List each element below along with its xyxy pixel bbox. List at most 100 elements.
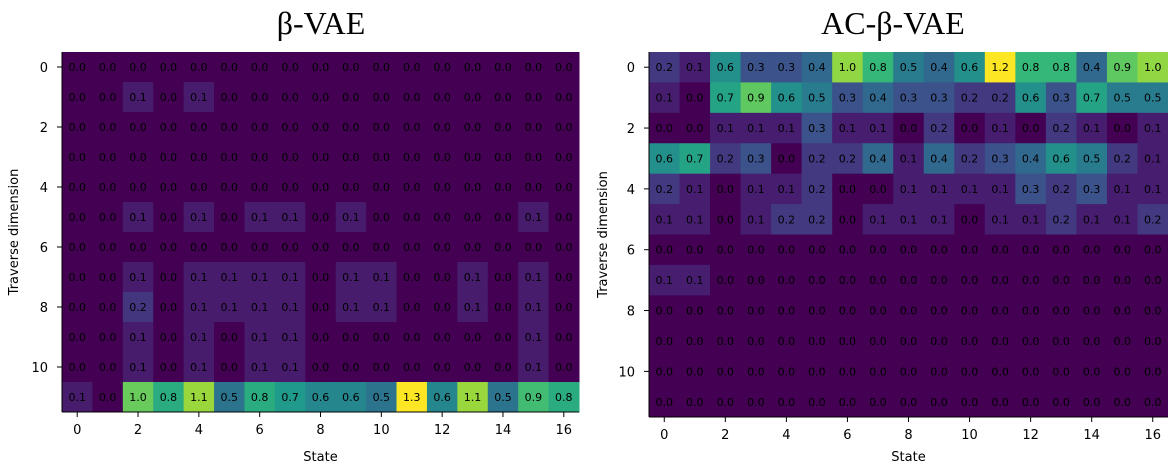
- heatmap-cell: [771, 234, 803, 266]
- cell-value-label: 0.0: [686, 335, 704, 348]
- cell-value-label: 0.6: [961, 61, 979, 74]
- cell-value-label: 0.1: [717, 122, 735, 135]
- cell-value-label: 0.0: [251, 61, 269, 74]
- heatmap-cell: [710, 234, 742, 266]
- heatmap-cell: [801, 204, 833, 235]
- heatmap-cell: [396, 292, 428, 323]
- heatmap-cell: [862, 325, 894, 357]
- cell-value-label: 0.3: [778, 61, 796, 74]
- y-tick-label: 10: [618, 365, 635, 380]
- heatmap-cell: [274, 352, 306, 383]
- heatmap-cell: [1106, 82, 1138, 114]
- heatmap-cell: [244, 112, 276, 143]
- cell-value-label: 0.0: [686, 92, 704, 105]
- cell-value-label: 0.0: [403, 151, 421, 164]
- cell-value-label: 0.0: [930, 244, 948, 257]
- heatmap-cell: [1137, 234, 1168, 266]
- heatmap-cell: [1076, 143, 1108, 175]
- heatmap-cell: [62, 112, 93, 143]
- cell-value-label: 0.0: [433, 301, 451, 314]
- heatmap-cell: [1076, 295, 1108, 327]
- heatmap-cell: [832, 204, 864, 235]
- heatmap-cell: [771, 386, 803, 418]
- heatmap-cell: [396, 322, 428, 353]
- heatmap-cell: [1045, 143, 1077, 175]
- heatmap-cell: [244, 232, 276, 263]
- cell-value-label: 0.0: [555, 151, 573, 164]
- cell-value-label: 0.0: [555, 361, 573, 374]
- cell-value-label: 0.1: [281, 271, 299, 284]
- cell-value-label: 0.2: [808, 152, 826, 165]
- heatmap-cell: [1045, 295, 1077, 327]
- heatmap-cell: [710, 112, 742, 144]
- cell-value-label: 0.0: [403, 361, 421, 374]
- heatmap-cell: [396, 172, 428, 203]
- heatmap-cell: [862, 143, 894, 175]
- heatmap-cell: [366, 262, 398, 293]
- heatmap-cell: [183, 232, 215, 263]
- cell-value-label: 0.0: [1083, 274, 1101, 287]
- heatmap-cell: [1137, 325, 1168, 357]
- heatmap-cell: [649, 386, 681, 418]
- cell-value-label: 0.5: [900, 61, 918, 74]
- cell-value-label: 0.0: [555, 271, 573, 284]
- cell-value-label: 0.0: [930, 335, 948, 348]
- cell-value-label: 0.2: [1052, 213, 1070, 226]
- heatmap-cell: [984, 173, 1016, 205]
- cell-value-label: 0.7: [281, 391, 299, 404]
- heatmap-cell: [122, 232, 154, 263]
- cell-value-label: 0.0: [747, 396, 765, 409]
- cell-value-label: 0.0: [525, 151, 543, 164]
- cell-value-label: 0.0: [1113, 396, 1131, 409]
- heatmap-cell: [710, 173, 742, 205]
- heatmap-cell: [518, 352, 550, 383]
- cell-value-label: 0.0: [312, 361, 330, 374]
- cell-value-label: 0.1: [190, 211, 208, 224]
- heatmap-cell: [335, 262, 367, 293]
- cell-value-label: 0.1: [251, 301, 269, 314]
- heatmap-cell: [984, 112, 1016, 144]
- heatmap-cell: [122, 172, 154, 203]
- heatmap-cell: [862, 204, 894, 235]
- heatmap-cell: [335, 292, 367, 323]
- x-tick-label: 12: [1022, 428, 1039, 443]
- heatmap-cell: [710, 264, 742, 296]
- cell-value-label: 0.0: [961, 396, 979, 409]
- cell-value-label: 0.1: [686, 274, 704, 287]
- heatmap-cell: [92, 112, 124, 143]
- heatmap-cell: [335, 232, 367, 263]
- x-tick-label: 14: [495, 423, 512, 438]
- heatmap-cell: [366, 82, 398, 113]
- cell-value-label: 0.0: [1052, 244, 1070, 257]
- heatmap-cell: [487, 202, 519, 233]
- cell-value-label: 0.0: [1083, 305, 1101, 318]
- heatmap-cell: [1137, 386, 1168, 418]
- cell-value-label: 0.0: [930, 365, 948, 378]
- cell-value-label: 0.0: [464, 181, 482, 194]
- x-tick-label: 8: [904, 428, 912, 443]
- heatmap-cell: [335, 112, 367, 143]
- cell-value-label: 0.0: [68, 241, 86, 254]
- heatmap-panel-ac-beta-vae: AC-β-VAE 0.2 0.1 0.6 0.3 0.3 0.4 1.0 0.8 0.5 0.4 0…: [596, 5, 1168, 465]
- heatmap-cell: [214, 82, 245, 113]
- cell-value-label: 0.1: [686, 213, 704, 226]
- cell-value-label: 0.0: [525, 91, 543, 104]
- heatmap-cell: [92, 172, 124, 203]
- cell-value-label: 0.1: [373, 301, 391, 314]
- cell-value-label: 0.0: [160, 61, 178, 74]
- cell-value-label: 0.2: [1052, 183, 1070, 196]
- heatmap-cell: [92, 262, 124, 293]
- cell-value-label: 0.0: [342, 91, 360, 104]
- heatmap-cell: [679, 356, 711, 388]
- heatmap-cell: [366, 352, 398, 383]
- heatmap-cell: [548, 82, 580, 113]
- cell-value-label: 1.2: [991, 61, 1009, 74]
- cell-value-label: 0.0: [433, 361, 451, 374]
- cell-value-label: 0.0: [99, 301, 117, 314]
- heatmap-cell: [923, 143, 955, 175]
- heatmap-cell: [92, 232, 124, 263]
- heatmap-cell: [1045, 173, 1077, 205]
- cell-value-label: 0.1: [129, 211, 147, 224]
- cell-value-label: 0.0: [190, 121, 208, 134]
- cell-value-label: 0.0: [99, 91, 117, 104]
